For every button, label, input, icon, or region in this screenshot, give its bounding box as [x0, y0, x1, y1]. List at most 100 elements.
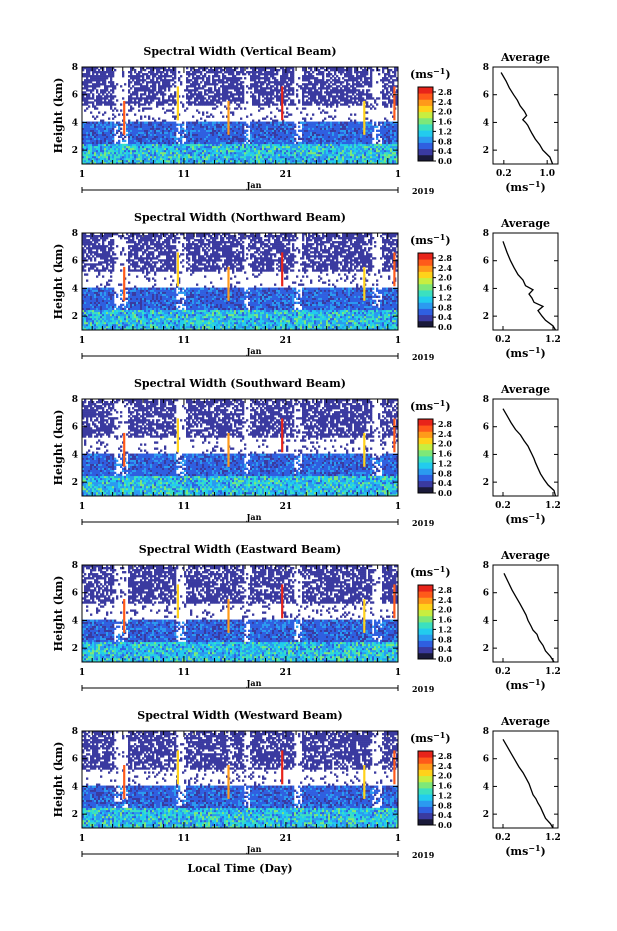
- heatmap-cell: [344, 149, 347, 153]
- heatmap-cell: [292, 101, 295, 104]
- heatmap-cell: [256, 155, 259, 159]
- heatmap-cell: [362, 125, 365, 128]
- heatmap-cell: [100, 147, 103, 151]
- heatmap-cell: [158, 159, 161, 163]
- heatmap-cell: [368, 127, 371, 130]
- heatmap-cell: [242, 81, 245, 84]
- heatmap-cell: [108, 161, 111, 165]
- heatmap-cell: [156, 125, 159, 128]
- heatmap-cell: [210, 95, 213, 98]
- heatmap-cell: [94, 133, 97, 137]
- heatmap-cell: [324, 143, 327, 147]
- heatmap-cell: [102, 131, 105, 134]
- heatmap-cell: [346, 71, 349, 74]
- heatmap-cell: [338, 71, 341, 74]
- heatmap-cell: [240, 145, 243, 149]
- heatmap-cell: [160, 147, 163, 151]
- heatmap-cell: [154, 123, 157, 126]
- heatmap-cell: [330, 159, 333, 163]
- heatmap-cell: [354, 83, 357, 86]
- heatmap-cell: [118, 157, 121, 161]
- heatmap-cell: [124, 135, 127, 139]
- heatmap-cell: [360, 149, 363, 153]
- heatmap-cell: [310, 125, 313, 128]
- heatmap-cell: [352, 157, 355, 161]
- heatmap-cell: [138, 157, 141, 161]
- heatmap-cell: [228, 157, 231, 161]
- heatmap-cell: [374, 149, 377, 153]
- heatmap-cell: [126, 125, 129, 128]
- heatmap-cell: [306, 87, 309, 90]
- heatmap-cell: [382, 123, 385, 126]
- heatmap-cell: [88, 125, 91, 128]
- heatmap-cell: [268, 71, 271, 74]
- heatmap-cell: [142, 151, 145, 155]
- heatmap-cell: [164, 145, 167, 149]
- heatmap-cell: [100, 73, 103, 76]
- heatmap-cell: [346, 149, 349, 153]
- heatmap-cell: [172, 99, 175, 102]
- heatmap-cell: [214, 69, 217, 72]
- heatmap-cell: [256, 83, 259, 86]
- heatmap-cell: [310, 133, 313, 137]
- heatmap-cell: [150, 81, 153, 84]
- heatmap-cell: [146, 133, 149, 137]
- heatmap-cell: [104, 155, 107, 159]
- heatmap-cell: [190, 135, 193, 139]
- heatmap-cell: [360, 97, 363, 100]
- heatmap-cell: [150, 79, 153, 82]
- heatmap-cell: [262, 125, 265, 128]
- heatmap-cell: [360, 93, 363, 96]
- heatmap-cell: [296, 149, 299, 153]
- heatmap-cell: [96, 99, 99, 102]
- heatmap-cell: [102, 83, 105, 86]
- heatmap-cell: [96, 133, 99, 137]
- heatmap-cell: [238, 153, 241, 157]
- heatmap-cell: [306, 123, 309, 126]
- heatmap-cell: [112, 103, 115, 106]
- heatmap-cell: [218, 89, 221, 92]
- heatmap-cell: [102, 157, 105, 161]
- heatmap-cell: [118, 149, 121, 153]
- heatmap-cell: [174, 99, 177, 102]
- heatmap-cell: [372, 129, 375, 132]
- heatmap-cell: [342, 81, 345, 84]
- heatmap-cell: [168, 99, 171, 102]
- heatmap-cell: [310, 155, 313, 159]
- heatmap-cell: [204, 81, 207, 84]
- heatmap-cell: [316, 79, 319, 82]
- heatmap-cell: [366, 125, 369, 128]
- heatmap-cell: [84, 91, 87, 94]
- heatmap-cell: [376, 133, 379, 137]
- heatmap-cell: [98, 111, 101, 114]
- heatmap-cell: [152, 73, 155, 76]
- heatmap-cell: [204, 141, 207, 145]
- heatmap-cell: [106, 157, 109, 161]
- heatmap-cell: [250, 143, 253, 147]
- heatmap-cell: [216, 83, 219, 86]
- heatmap-cell: [210, 87, 213, 90]
- heatmap-cell: [114, 87, 117, 90]
- heatmap-cell: [260, 133, 263, 137]
- heatmap-cell: [286, 95, 289, 98]
- heatmap-cell: [212, 135, 215, 139]
- heatmap-cell: [288, 155, 291, 159]
- heatmap-cell: [188, 157, 191, 161]
- heatmap-cell: [118, 155, 121, 159]
- heatmap-cell: [314, 67, 317, 70]
- heatmap-cell: [102, 161, 105, 165]
- heatmap-cell: [124, 143, 127, 147]
- heatmap-cell: [130, 147, 133, 151]
- heatmap-cell: [374, 159, 377, 163]
- heatmap-cell: [164, 125, 167, 128]
- heatmap-cell: [136, 93, 139, 96]
- heatmap-cell: [352, 83, 355, 86]
- heatmap-cell: [242, 101, 245, 104]
- heatmap-cell: [178, 113, 181, 116]
- heatmap-cell: [112, 141, 115, 145]
- heatmap-cell: [376, 137, 379, 141]
- heatmap-cell: [356, 135, 359, 139]
- heatmap-cell: [106, 69, 109, 72]
- heatmap-cell: [284, 149, 287, 153]
- heatmap-cell: [110, 131, 113, 134]
